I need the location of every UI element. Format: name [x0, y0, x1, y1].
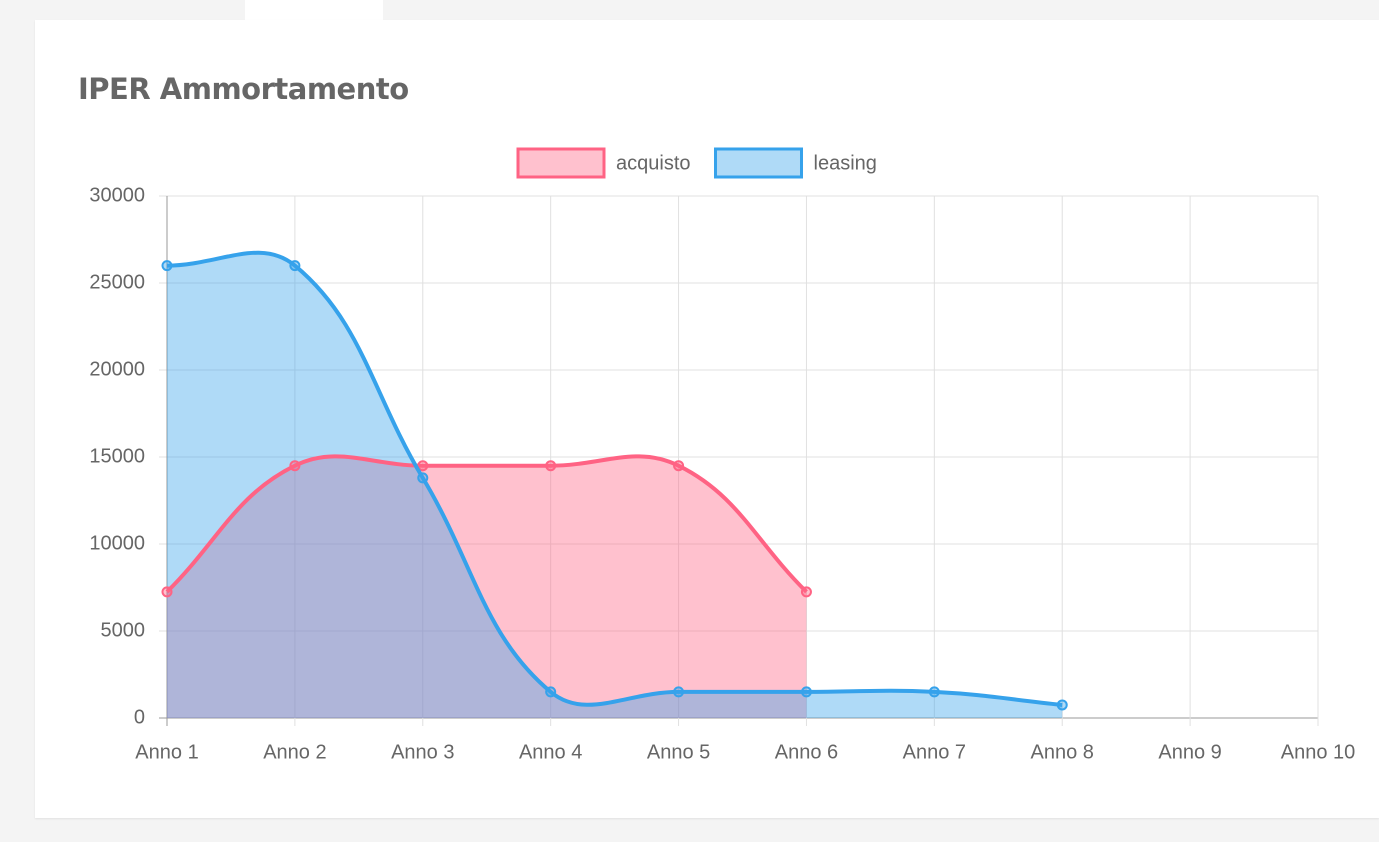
point — [161, 586, 173, 598]
tab[interactable] — [245, 0, 383, 22]
y-tick-label: 25000 — [89, 271, 145, 293]
y-tick-label: 0 — [134, 706, 145, 728]
x-tick-label: Anno 3 — [391, 741, 454, 763]
legend-swatch — [714, 147, 803, 179]
x-tick-label: Anno 2 — [263, 741, 326, 763]
x-tick-label: Anno 4 — [519, 741, 582, 763]
card: IPER Ammortamento — [35, 20, 1379, 818]
line — [166, 250, 1063, 707]
point — [417, 460, 429, 472]
legend-label: leasing — [814, 152, 877, 174]
line — [165, 454, 808, 594]
point — [417, 472, 429, 484]
x-tick-label: Anno 6 — [775, 741, 838, 763]
point — [545, 460, 557, 472]
point — [673, 460, 685, 472]
x-tick-label: Anno 1 — [135, 741, 198, 763]
x-tick-label: Anno 5 — [647, 741, 710, 763]
x-tick-label: Anno 7 — [903, 741, 966, 763]
legend-swatch — [516, 147, 606, 179]
legend-label: acquisto — [616, 152, 691, 174]
point — [289, 460, 301, 472]
point — [289, 260, 301, 272]
point — [673, 686, 685, 698]
y-tick-label: 30000 — [89, 184, 145, 206]
y-tick-label: 10000 — [89, 532, 145, 554]
point — [800, 586, 812, 598]
area — [167, 252, 1063, 718]
y-tick-label: 20000 — [89, 358, 145, 380]
x-tick-label: Anno 10 — [1281, 741, 1356, 763]
point — [928, 686, 940, 698]
point — [545, 686, 557, 698]
x-tick-label: Anno 9 — [1158, 741, 1221, 763]
point — [800, 686, 812, 698]
y-tick-label: 15000 — [89, 445, 145, 467]
x-tick-label: Anno 8 — [1031, 741, 1094, 763]
area — [167, 456, 807, 718]
chart-title: IPER Ammortamento — [78, 72, 409, 106]
point — [1056, 699, 1068, 711]
point — [161, 260, 173, 272]
y-tick-label: 5000 — [101, 619, 146, 641]
